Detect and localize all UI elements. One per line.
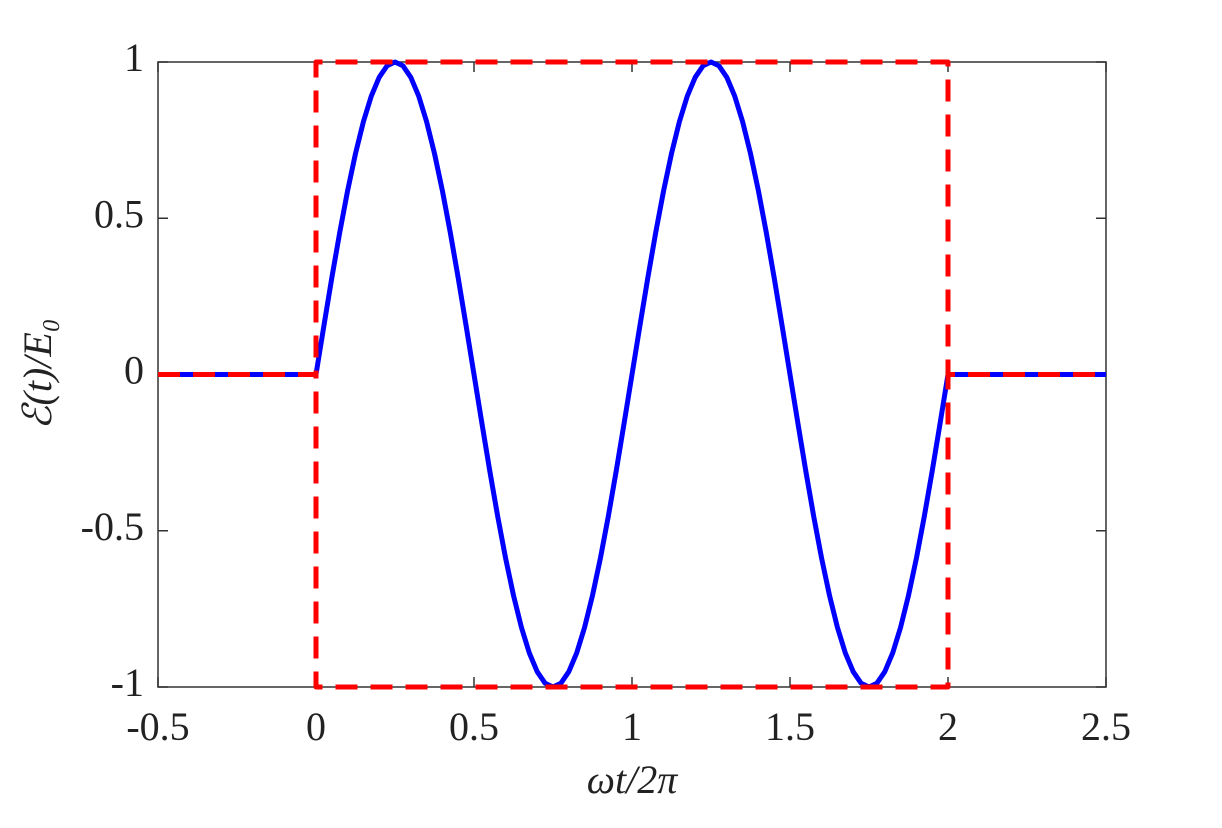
x-tick-label: 1 — [622, 704, 642, 749]
x-tick-label: 2.5 — [1081, 704, 1131, 749]
line-series — [158, 59, 1106, 377]
line-series — [158, 372, 1106, 690]
y-tick-label: 1 — [124, 35, 144, 80]
y-axis-label: ℰ(t)/E₀ — [15, 318, 60, 429]
x-tick-label: -0.5 — [126, 704, 189, 749]
y-tick-label: 0.5 — [94, 191, 144, 236]
y-tick-label: 0 — [124, 348, 144, 393]
x-axis-label: ωt/2π — [587, 757, 678, 802]
x-tick-label: 0.5 — [449, 704, 499, 749]
x-tick-label: 1.5 — [765, 704, 815, 749]
x-tick-label: 2 — [938, 704, 958, 749]
line-series — [158, 59, 1106, 690]
y-tick-label: -1 — [111, 660, 144, 705]
x-tick-label: 0 — [306, 704, 326, 749]
y-tick-label: -0.5 — [81, 504, 144, 549]
